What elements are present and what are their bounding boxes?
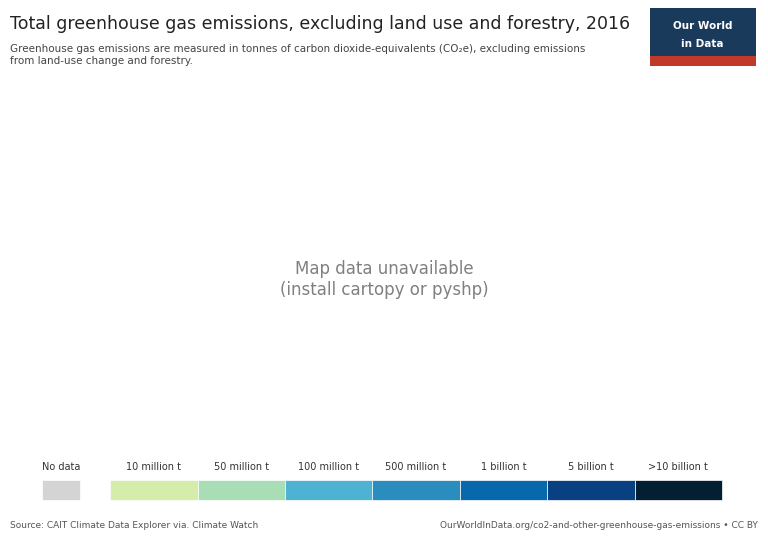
Text: Total greenhouse gas emissions, excluding land use and forestry, 2016: Total greenhouse gas emissions, excludin… (10, 15, 630, 33)
Text: 10 million t: 10 million t (127, 462, 181, 473)
Text: Map data unavailable
(install cartopy or pyshp): Map data unavailable (install cartopy or… (280, 260, 488, 299)
Bar (197, 480, 285, 500)
Bar (372, 480, 460, 500)
Text: 5 billion t: 5 billion t (568, 462, 614, 473)
Text: 100 million t: 100 million t (298, 462, 359, 473)
Text: Our World: Our World (673, 21, 733, 31)
Bar (111, 480, 197, 500)
Text: in Data: in Data (681, 39, 724, 49)
Text: from land-use change and forestry.: from land-use change and forestry. (10, 56, 193, 66)
Text: 1 billion t: 1 billion t (481, 462, 526, 473)
Text: No data: No data (41, 462, 80, 473)
Text: 50 million t: 50 million t (214, 462, 269, 473)
Bar (285, 480, 372, 500)
Text: 500 million t: 500 million t (386, 462, 447, 473)
FancyBboxPatch shape (42, 480, 80, 500)
Text: Greenhouse gas emissions are measured in tonnes of carbon dioxide-equivalents (C: Greenhouse gas emissions are measured in… (10, 44, 585, 54)
Bar (547, 480, 634, 500)
Text: Source: CAIT Climate Data Explorer via. Climate Watch: Source: CAIT Climate Data Explorer via. … (10, 521, 258, 530)
Bar (650, 8, 756, 56)
Bar (634, 480, 722, 500)
Text: >10 billion t: >10 billion t (648, 462, 708, 473)
Bar (460, 480, 547, 500)
Text: OurWorldInData.org/co2-and-other-greenhouse-gas-emissions • CC BY: OurWorldInData.org/co2-and-other-greenho… (440, 521, 758, 530)
Bar (650, 56, 756, 66)
